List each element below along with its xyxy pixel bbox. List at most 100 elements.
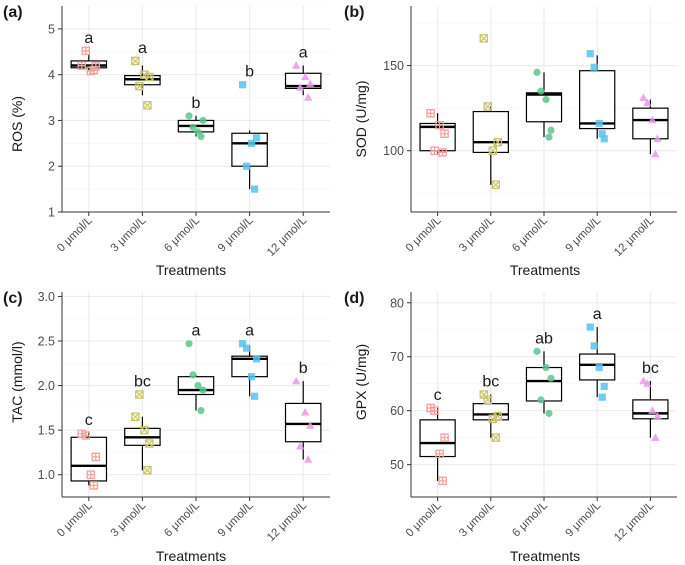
xlabel-b: Treatments [510,262,580,278]
significance-letter: b [245,64,254,81]
data-point [304,93,313,101]
y-tick-label: 2.0 [38,379,55,393]
y-tick-label: 150 [383,59,404,73]
data-point [140,70,149,79]
data-point-cross [439,148,447,157]
data-point-cross [140,70,149,79]
data-point-frame [488,146,498,155]
significance-letter: b [192,95,201,112]
data-point [426,109,435,118]
data-point-cross [82,47,90,55]
ylabel-a: ROS (%) [9,96,25,152]
significance-letter: a [245,323,254,340]
data-point [440,433,449,442]
data-point [537,396,545,404]
data-point-frame [488,414,498,424]
data-point [598,393,606,401]
data-point-cross [488,414,497,423]
data-point [194,128,202,136]
box-iqr [231,132,268,167]
data-point [189,123,197,131]
data-point-cross [87,471,95,479]
significance-letter: ab [535,330,553,347]
data-point [653,134,662,142]
box-1 [419,113,456,155]
data-point-cross [131,412,140,421]
y-tick-label: 100 [383,144,404,158]
data-point [292,61,301,69]
data-point [547,374,555,382]
data-point [639,376,648,385]
data-point-cross [436,121,444,129]
data-point [306,79,315,88]
data-point [248,139,256,147]
data-point-frame [131,412,140,422]
data-point [533,68,541,76]
y-tick-label: 3.0 [38,290,55,304]
panel-ros: 1 2 3 4 5 a a b b a 0 μmol/L 3 μmol/L 6 μmol/L 9 μmol… [48,5,330,259]
significance-letter: c [434,387,442,404]
data-point-frame [140,425,149,435]
data-point [239,340,247,348]
box-4 [231,130,268,190]
x-tick-label: 9 μmol/L [563,499,603,539]
data-point-frame [493,411,503,421]
data-point [643,98,652,107]
data-point [248,373,256,381]
x-tick-label: 12 μmol/L [265,214,310,259]
data-point [199,386,207,394]
data-point [533,347,541,355]
data-point [306,421,315,429]
data-point-cross [82,431,90,440]
significance-letter: a [299,45,308,62]
y-tick-label: 1.0 [38,468,55,482]
data-point [595,363,603,372]
data-point [304,455,313,463]
significance-letter: c [85,412,93,429]
significance-letter: a [593,306,602,323]
y-tick-label: 1.5 [38,424,55,438]
data-point [86,470,96,479]
significance-letter: a [138,40,147,57]
data-point [537,87,545,95]
data-point [639,93,648,102]
data-point-cross [441,434,449,442]
data-point-frame [135,81,144,91]
data-point [435,449,444,459]
data-point [301,72,310,81]
box-iqr [472,110,509,154]
data-point [145,439,154,448]
box-iqr [632,399,669,420]
data-point [493,411,503,421]
data-point [483,395,493,405]
data-point-cross [488,146,497,155]
y-tick-label: 2.5 [38,335,55,349]
data-point [251,392,259,400]
xlabel-d: Treatments [510,548,580,564]
panel-sod: 100 150 0 μmol/L 3 μmol/L 6 μmol/L 9 μmol/L 12… [383,6,677,259]
panel-tac: 1.0 1.5 2.0 2.5 3.0 c bc a a b 0 μmol/L 3 μmol/L 6 μ… [38,290,330,544]
data-point-cross [145,439,154,448]
data-point [89,481,99,490]
data-point-cross [145,72,154,81]
data-point-frame [479,34,489,43]
data-point [545,409,553,417]
y-tick-label: 1 [48,206,55,220]
significance-letter: bc [642,360,659,377]
data-point-cross [439,477,447,485]
x-tick-label: 6 μmol/L [510,214,550,254]
box-iqr [632,107,669,140]
panel-label-a: (a) [3,4,23,21]
data-point-frame [491,433,501,442]
x-tick-label: 6 μmol/L [162,214,202,254]
data-point-cross [90,481,98,490]
data-point [91,62,101,71]
data-point [595,119,603,128]
data-point [251,185,259,193]
x-tick-label: 3 μmol/L [457,214,497,254]
panel-label-c: (c) [3,290,23,307]
box-iqr [525,366,563,402]
x-tick-label: 12 μmol/L [612,214,657,259]
x-tick-label: 0 μmol/L [55,214,95,254]
data-point-frame [145,439,154,448]
